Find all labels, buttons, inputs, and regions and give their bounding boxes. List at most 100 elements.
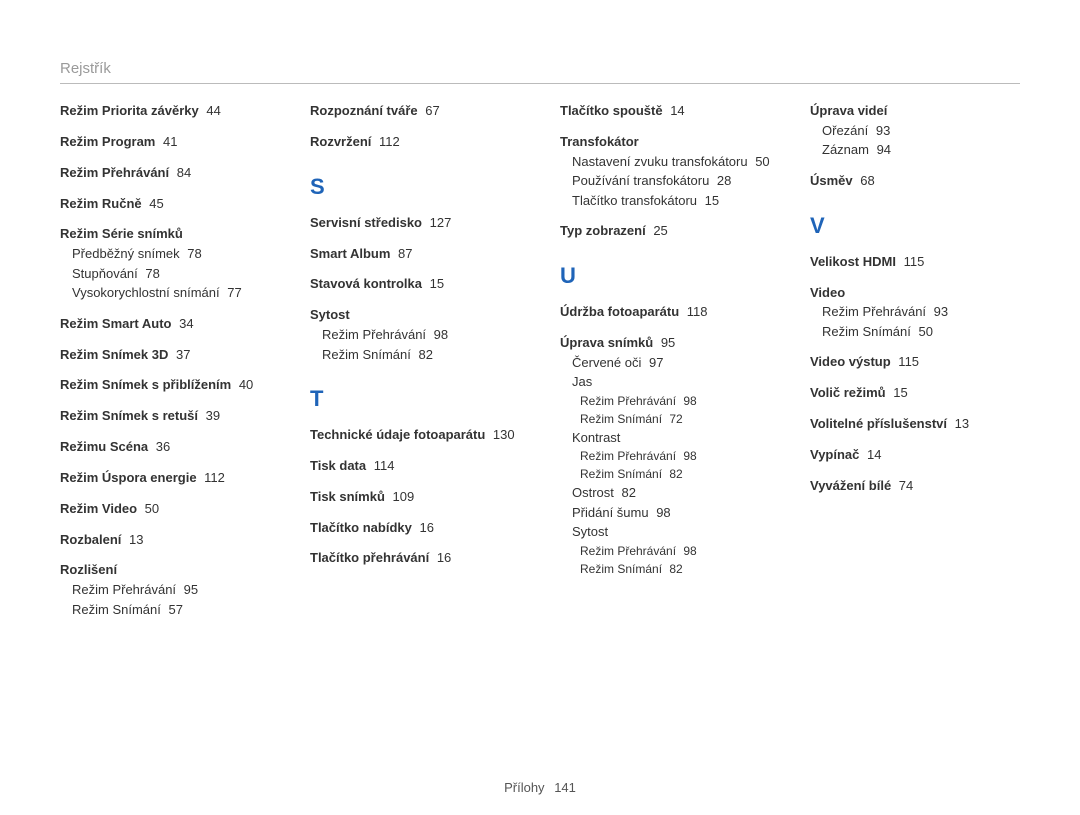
index-entry-title[interactable]: Technické údaje fotoaparátu 130: [310, 426, 520, 445]
index-sub-subentry[interactable]: Režim Snímání 82: [580, 465, 770, 483]
index-entry-title[interactable]: Rozlišení: [60, 561, 270, 580]
page-ref[interactable]: 87: [394, 246, 412, 261]
page-ref[interactable]: 15: [426, 276, 444, 291]
page-ref[interactable]: 36: [152, 439, 170, 454]
index-entry-title[interactable]: Úprava snímků 95: [560, 334, 770, 353]
page-ref[interactable]: 130: [489, 427, 514, 442]
index-entry-title[interactable]: Video: [810, 284, 1020, 303]
index-entry-title[interactable]: Rozvržení 112: [310, 133, 520, 152]
page-ref[interactable]: 112: [375, 134, 399, 149]
page-ref[interactable]: 95: [657, 335, 675, 350]
index-entry-title[interactable]: Režim Video 50: [60, 500, 270, 519]
index-sub-subentry[interactable]: Režim Přehrávání 98: [580, 542, 770, 560]
index-entry-title[interactable]: Vypínač 14: [810, 446, 1020, 465]
page-ref[interactable]: 78: [184, 246, 202, 261]
index-entry-title[interactable]: Vyvážení bílé 74: [810, 477, 1020, 496]
index-entry-title[interactable]: Režim Ručně 45: [60, 195, 270, 214]
index-entry-title[interactable]: Volitelné příslušenství 13: [810, 415, 1020, 434]
index-subentry[interactable]: Kontrast: [572, 428, 770, 448]
index-entry-title[interactable]: Sytost: [310, 306, 520, 325]
page-ref[interactable]: 77: [224, 285, 242, 300]
page-ref[interactable]: 50: [141, 501, 159, 516]
index-subentry[interactable]: Jas: [572, 372, 770, 392]
page-ref[interactable]: 98: [653, 505, 671, 520]
index-sub-subentry[interactable]: Režim Snímání 72: [580, 410, 770, 428]
index-entry-title[interactable]: Režim Snímek 3D 37: [60, 346, 270, 365]
index-subentry[interactable]: Režim Snímání 50: [822, 322, 1020, 342]
page-ref[interactable]: 68: [857, 173, 875, 188]
page-ref[interactable]: 118: [683, 304, 707, 319]
page-ref[interactable]: 98: [430, 327, 448, 342]
page-ref[interactable]: 37: [172, 347, 190, 362]
index-entry-title[interactable]: Smart Album 87: [310, 245, 520, 264]
index-sub-subentry[interactable]: Režim Přehrávání 98: [580, 392, 770, 410]
index-subentry[interactable]: Přidání šumu 98: [572, 503, 770, 523]
page-ref[interactable]: 95: [180, 582, 198, 597]
index-entry-title[interactable]: Údržba fotoaparátu 118: [560, 303, 770, 322]
index-entry-title[interactable]: Režim Snímek s přiblížením 40: [60, 376, 270, 395]
page-ref[interactable]: 57: [165, 602, 183, 617]
page-ref[interactable]: 14: [863, 447, 881, 462]
page-ref[interactable]: 44: [203, 103, 221, 118]
index-entry-title[interactable]: Tlačítko nabídky 16: [310, 519, 520, 538]
page-ref[interactable]: 84: [173, 165, 191, 180]
page-ref[interactable]: 16: [416, 520, 434, 535]
index-subentry[interactable]: Záznam 94: [822, 140, 1020, 160]
index-subentry[interactable]: Režim Přehrávání 95: [72, 580, 270, 600]
index-entry-title[interactable]: Tlačítko spouště 14: [560, 102, 770, 121]
page-ref[interactable]: 82: [666, 562, 683, 576]
index-entry-title[interactable]: Transfokátor: [560, 133, 770, 152]
page-ref[interactable]: 97: [645, 355, 663, 370]
index-subentry[interactable]: Vysokorychlostní snímání 77: [72, 283, 270, 303]
index-entry-title[interactable]: Úprava videí: [810, 102, 1020, 121]
page-ref[interactable]: 109: [389, 489, 414, 504]
index-entry-title[interactable]: Režim Program 41: [60, 133, 270, 152]
page-ref[interactable]: 72: [666, 412, 683, 426]
index-subentry[interactable]: Ostrost 82: [572, 483, 770, 503]
page-ref[interactable]: 67: [422, 103, 440, 118]
index-entry-title[interactable]: Rozbalení 13: [60, 531, 270, 550]
index-subentry[interactable]: Režim Snímání 82: [322, 345, 520, 365]
index-entry-title[interactable]: Režimu Scéna 36: [60, 438, 270, 457]
page-ref[interactable]: 114: [370, 458, 394, 473]
page-ref[interactable]: 115: [895, 354, 919, 369]
index-entry-title[interactable]: Rozpoznání tváře 67: [310, 102, 520, 121]
page-ref[interactable]: 40: [235, 377, 253, 392]
page-ref[interactable]: 41: [159, 134, 177, 149]
page-ref[interactable]: 127: [426, 215, 451, 230]
index-subentry[interactable]: Nastavení zvuku transfokátoru 50: [572, 152, 770, 172]
page-ref[interactable]: 82: [666, 467, 683, 481]
page-ref[interactable]: 112: [201, 470, 225, 485]
page-ref[interactable]: 13: [125, 532, 143, 547]
page-ref[interactable]: 34: [175, 316, 193, 331]
page-ref[interactable]: 94: [873, 142, 891, 157]
index-entry-title[interactable]: Volič režimů 15: [810, 384, 1020, 403]
page-ref[interactable]: 13: [951, 416, 969, 431]
index-entry-title[interactable]: Režim Úspora energie 112: [60, 469, 270, 488]
index-subentry[interactable]: Používání transfokátoru 28: [572, 171, 770, 191]
index-entry-title[interactable]: Velikost HDMI 115: [810, 253, 1020, 272]
index-subentry[interactable]: Tlačítko transfokátoru 15: [572, 191, 770, 211]
index-subentry[interactable]: Ořezání 93: [822, 121, 1020, 141]
page-ref[interactable]: 82: [415, 347, 433, 362]
index-subentry[interactable]: Stupňování 78: [72, 264, 270, 284]
index-subentry[interactable]: Režim Snímání 57: [72, 600, 270, 620]
index-entry-title[interactable]: Servisní středisko 127: [310, 214, 520, 233]
index-entry-title[interactable]: Typ zobrazení 25: [560, 222, 770, 241]
page-ref[interactable]: 93: [930, 304, 948, 319]
page-ref[interactable]: 15: [701, 193, 719, 208]
page-ref[interactable]: 14: [667, 103, 685, 118]
index-subentry[interactable]: Předběžný snímek 78: [72, 244, 270, 264]
index-entry-title[interactable]: Režim Přehrávání 84: [60, 164, 270, 183]
page-ref[interactable]: 39: [202, 408, 220, 423]
index-entry-title[interactable]: Stavová kontrolka 15: [310, 275, 520, 294]
page-ref[interactable]: 115: [900, 254, 924, 269]
index-entry-title[interactable]: Úsměv 68: [810, 172, 1020, 191]
index-entry-title[interactable]: Tisk snímků 109: [310, 488, 520, 507]
page-ref[interactable]: 98: [680, 394, 697, 408]
page-ref[interactable]: 98: [680, 449, 697, 463]
page-ref[interactable]: 15: [890, 385, 908, 400]
page-ref[interactable]: 74: [895, 478, 913, 493]
index-entry-title[interactable]: Tlačítko přehrávání 16: [310, 549, 520, 568]
page-ref[interactable]: 28: [713, 173, 731, 188]
